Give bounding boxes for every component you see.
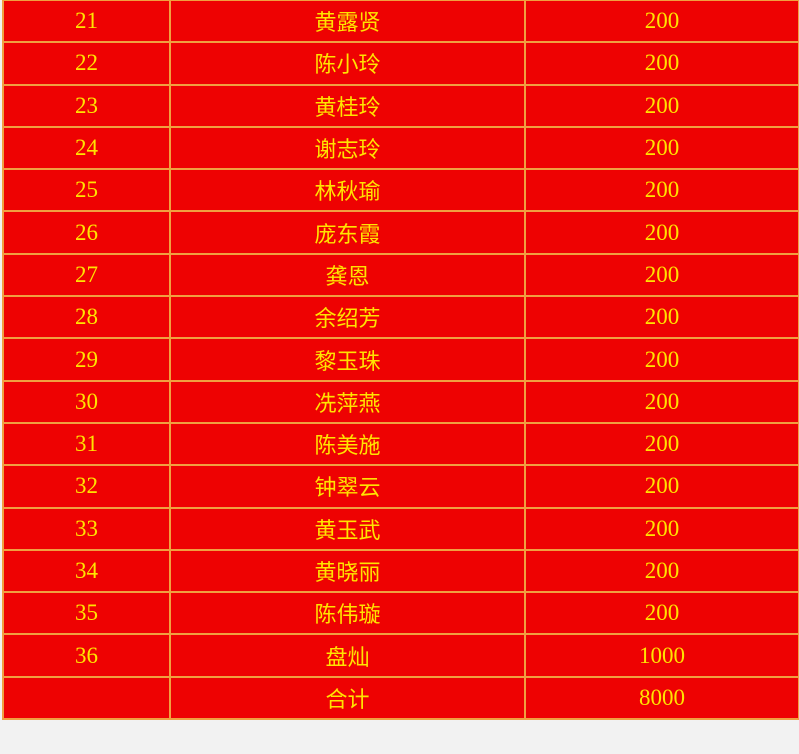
row-number: 30 [2, 379, 171, 424]
row-number: 32 [2, 464, 171, 509]
table-row: 22 陈小玲 200 [2, 41, 799, 86]
table-row: 21 黄露贤 200 [2, 0, 799, 44]
row-number: 34 [2, 548, 171, 594]
row-number: 36 [2, 633, 171, 678]
row-amount: 200 [524, 125, 799, 171]
donation-table: 21 黄露贤 200 22 陈小玲 200 23 黄桂玲 200 24 谢志玲 200 25 林秋瑜 200… [2, 0, 799, 721]
row-name: 龚恩 [169, 252, 526, 298]
row-number: 22 [2, 41, 171, 86]
row-amount: 200 [524, 464, 799, 509]
table-row: 32 钟翠云 200 [2, 464, 799, 509]
row-number: 26 [2, 210, 171, 255]
row-amount: 1000 [524, 633, 799, 678]
table-row: 25 林秋瑜 200 [2, 168, 799, 213]
row-number: 31 [2, 421, 171, 467]
row-name: 林秋瑜 [169, 168, 526, 213]
table-row: 34 黄晓丽 200 [2, 548, 799, 594]
row-name: 陈小玲 [169, 41, 526, 86]
row-amount: 200 [524, 41, 799, 86]
total-no [2, 675, 171, 721]
row-number: 28 [2, 295, 171, 340]
table-row: 27 龚恩 200 [2, 252, 799, 298]
row-amount: 200 [524, 252, 799, 298]
row-amount: 200 [524, 83, 799, 128]
row-amount: 200 [524, 379, 799, 424]
row-name: 冼萍燕 [169, 379, 526, 424]
row-amount: 200 [524, 295, 799, 340]
total-label: 合计 [169, 675, 526, 721]
total-amount: 8000 [524, 675, 799, 721]
row-number: 29 [2, 337, 171, 382]
row-amount: 200 [524, 0, 799, 44]
row-name: 黄露贤 [169, 0, 526, 44]
row-amount: 200 [524, 421, 799, 467]
row-number: 35 [2, 591, 171, 636]
table-row: 28 余绍芳 200 [2, 295, 799, 340]
row-amount: 200 [524, 506, 799, 551]
row-number: 23 [2, 83, 171, 128]
row-number: 25 [2, 168, 171, 213]
row-name: 黄晓丽 [169, 548, 526, 594]
total-row: 合计 8000 [2, 675, 799, 721]
row-name: 黎玉珠 [169, 337, 526, 382]
table-row: 36 盘灿 1000 [2, 633, 799, 678]
table-row: 35 陈伟璇 200 [2, 591, 799, 636]
table-row: 26 庞东霞 200 [2, 210, 799, 255]
table-row: 23 黄桂玲 200 [2, 83, 799, 128]
table-row: 31 陈美施 200 [2, 421, 799, 467]
row-number: 21 [2, 0, 171, 44]
row-number: 24 [2, 125, 171, 171]
row-number: 27 [2, 252, 171, 298]
row-name: 余绍芳 [169, 295, 526, 340]
row-name: 黄玉武 [169, 506, 526, 551]
row-amount: 200 [524, 337, 799, 382]
row-name: 陈美施 [169, 421, 526, 467]
row-name: 黄桂玲 [169, 83, 526, 128]
row-name: 陈伟璇 [169, 591, 526, 636]
row-amount: 200 [524, 168, 799, 213]
table-row: 29 黎玉珠 200 [2, 337, 799, 382]
row-name: 谢志玲 [169, 125, 526, 171]
row-amount: 200 [524, 591, 799, 636]
row-amount: 200 [524, 210, 799, 255]
table-row: 24 谢志玲 200 [2, 125, 799, 171]
table-row: 33 黄玉武 200 [2, 506, 799, 551]
row-name: 庞东霞 [169, 210, 526, 255]
row-name: 盘灿 [169, 633, 526, 678]
row-number: 33 [2, 506, 171, 551]
row-name: 钟翠云 [169, 464, 526, 509]
table-row: 30 冼萍燕 200 [2, 379, 799, 424]
row-amount: 200 [524, 548, 799, 594]
